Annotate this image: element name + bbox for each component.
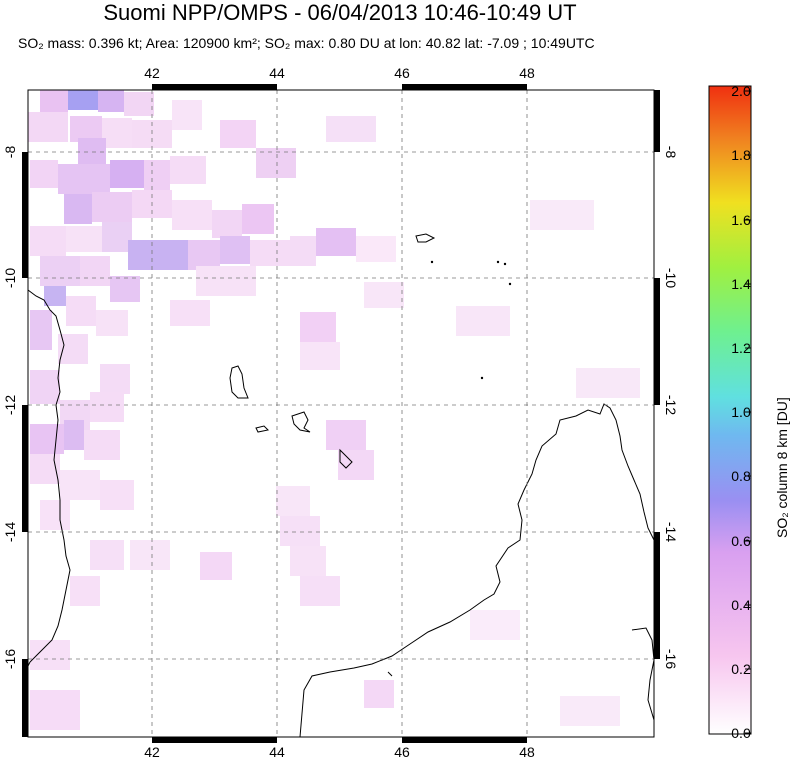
map-grid <box>28 90 654 737</box>
lon-tick-label: 44 <box>269 744 285 759</box>
colorbar-tick-label: 0.8 <box>731 468 751 484</box>
colorbar-tick-label: 0.4 <box>731 597 751 613</box>
lon-labels-bottom: 42 44 46 48 <box>144 744 535 759</box>
colorbar-tick-label: 1.4 <box>731 276 751 292</box>
map-title: Suomi NPP/OMPS - 06/04/2013 10:46-10:49 … <box>103 0 577 25</box>
colorbar-ticks <box>745 90 751 734</box>
lon-tick-label: 42 <box>144 65 160 81</box>
lat-tick-label: -14 <box>663 522 679 542</box>
lon-tick-label: 46 <box>394 744 410 759</box>
lat-tick-label: -12 <box>2 395 18 415</box>
colorbar-tick-label: 0.2 <box>731 661 751 677</box>
lon-tick-label: 44 <box>269 65 285 81</box>
colorbar-tick-label: 1.0 <box>731 404 751 420</box>
lon-tick-label: 48 <box>519 65 535 81</box>
so2-pixels <box>28 90 640 730</box>
colorbar-title: SO₂ column 8 km [DU] <box>774 397 790 538</box>
lat-labels-right: -8 -10 -12 -14 -16 <box>663 146 679 670</box>
coastlines <box>28 233 654 737</box>
map-border-bars <box>22 84 660 743</box>
lat-labels-left: -8 -10 -12 -14 -16 <box>2 146 18 670</box>
colorbar-labels: 2.0 1.8 1.6 1.4 1.2 1.0 0.8 0.6 0.4 0.2 … <box>731 83 751 741</box>
lat-tick-label: -12 <box>663 395 679 415</box>
colorbar <box>708 85 752 735</box>
island-dots <box>430 260 512 380</box>
lat-tick-label: -10 <box>2 268 18 288</box>
lon-labels-top: 42 44 46 48 <box>144 65 535 81</box>
lat-tick-label: -14 <box>2 522 18 542</box>
lon-tick-label: 48 <box>519 744 535 759</box>
lon-tick-label: 42 <box>144 744 160 759</box>
map-subtitle: SO₂ mass: 0.396 kt; Area: 120900 km²; SO… <box>18 35 595 51</box>
lon-tick-label: 46 <box>394 65 410 81</box>
lat-tick-label: -16 <box>663 649 679 669</box>
lat-tick-label: -8 <box>2 146 18 159</box>
lat-tick-label: -8 <box>663 146 679 159</box>
lat-tick-label: -16 <box>2 649 18 669</box>
colorbar-tick-label: 1.8 <box>731 147 751 163</box>
colorbar-tick-label: 0.0 <box>731 725 751 741</box>
colorbar-tick-label: 0.6 <box>731 533 751 549</box>
colorbar-tick-label: 1.6 <box>731 212 751 228</box>
colorbar-tick-label: 1.2 <box>731 340 751 356</box>
lat-tick-label: -10 <box>663 268 679 288</box>
colorbar-tick-label: 2.0 <box>731 83 751 99</box>
